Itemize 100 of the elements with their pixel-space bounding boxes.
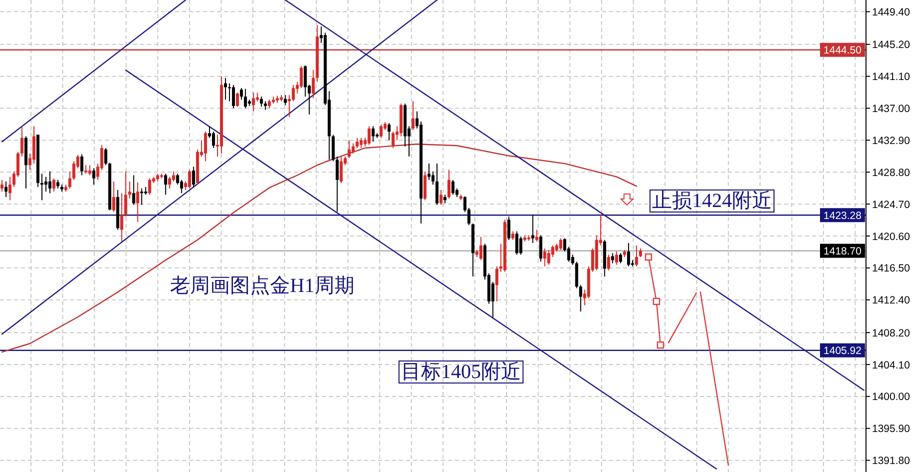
candlestick xyxy=(8,176,12,201)
candlestick xyxy=(80,154,84,176)
candlestick xyxy=(300,66,303,89)
candlestick xyxy=(432,170,434,186)
candlestick xyxy=(240,88,243,100)
candlestick xyxy=(368,126,371,146)
candlestick xyxy=(535,229,538,242)
line-series xyxy=(1,143,638,353)
point xyxy=(656,341,664,349)
candlestick xyxy=(304,64,307,98)
candlestick xyxy=(336,156,339,212)
candlestick xyxy=(392,131,395,148)
candlestick xyxy=(120,192,124,242)
candlestick xyxy=(356,137,359,148)
candlestick xyxy=(539,234,542,262)
candlestick xyxy=(88,164,92,176)
y-tick-label: 1408.20 xyxy=(872,327,910,340)
ref-label: 1423.28 xyxy=(820,208,865,222)
candlestick xyxy=(579,284,582,312)
candlestick xyxy=(40,173,44,201)
annotation: 目标1405附近 xyxy=(401,361,521,383)
candlestick xyxy=(236,92,239,108)
candlestick xyxy=(176,173,180,186)
candlestick xyxy=(132,174,136,206)
candlestick xyxy=(388,122,391,141)
ref-line-label: 1423.28 xyxy=(824,210,862,222)
ref-line-label: 1418.70 xyxy=(824,246,862,258)
candlestick xyxy=(428,163,431,180)
candlestick xyxy=(619,252,622,264)
y-tick-label: 1420.60 xyxy=(872,230,910,243)
ref-label: 1405.92 xyxy=(820,343,865,358)
candlestick xyxy=(543,248,546,267)
candlestick xyxy=(515,230,518,256)
candlestick xyxy=(340,156,343,184)
candlestick xyxy=(180,179,184,194)
candlestick xyxy=(312,70,315,99)
y-tick-label: 1391.80 xyxy=(872,455,910,468)
y-tick-label: 1412.40 xyxy=(872,294,910,307)
candlestick xyxy=(52,178,56,192)
candlestick xyxy=(20,126,24,158)
candlestick xyxy=(380,124,383,138)
candlestick xyxy=(559,238,562,251)
candlestick xyxy=(352,142,355,154)
y-tick-label: 1416.50 xyxy=(872,262,910,275)
candlestick xyxy=(192,166,196,188)
candlestick xyxy=(72,160,76,180)
candlestick xyxy=(575,261,578,289)
candlestick xyxy=(635,244,638,267)
candlestick xyxy=(48,170,52,194)
candlestick xyxy=(44,176,48,192)
y-tick-label: 1400.00 xyxy=(872,391,910,404)
candlestick xyxy=(447,169,450,200)
candlestick xyxy=(531,214,534,244)
y-tick-label: 1428.80 xyxy=(872,166,910,179)
candlestick xyxy=(0,179,4,192)
point xyxy=(644,253,652,261)
y-tick-label: 1449.40 xyxy=(872,6,910,18)
candlestick xyxy=(284,94,287,106)
candlestick xyxy=(228,82,231,102)
candlestick xyxy=(260,96,263,108)
candlestick xyxy=(148,178,152,196)
candlestick xyxy=(332,134,335,162)
candlestick xyxy=(112,180,116,212)
candlestick xyxy=(164,173,168,196)
candlestick xyxy=(32,126,36,164)
candlestick xyxy=(372,126,375,142)
y-tick-label: 1395.90 xyxy=(872,423,910,436)
point xyxy=(652,298,660,306)
candlestick xyxy=(292,84,295,102)
candlestick xyxy=(204,131,208,162)
annotation: 老周画图点金H1周期 xyxy=(170,275,354,297)
ref-label: 1444.50 xyxy=(820,42,865,57)
annotation: 止损1424附近 xyxy=(652,190,772,212)
candlestick xyxy=(479,236,482,261)
candlestick xyxy=(507,216,510,240)
candlestick xyxy=(212,131,216,148)
candlestick xyxy=(360,137,363,148)
y-tick-label: 1445.20 xyxy=(872,39,910,52)
y-tick-label: 1424.70 xyxy=(872,198,910,211)
candlestick xyxy=(348,140,351,159)
candlestick xyxy=(172,170,176,182)
candlestick xyxy=(615,251,618,266)
candlestick xyxy=(232,84,235,109)
candlestick xyxy=(439,190,442,206)
candlestick xyxy=(547,250,550,266)
candlestick xyxy=(451,179,454,196)
candlestick xyxy=(128,180,132,200)
candlestick xyxy=(627,242,630,267)
candlestick xyxy=(4,180,8,198)
candlestick xyxy=(607,254,610,271)
candlestick xyxy=(68,170,72,189)
y-tick-label: 1432.90 xyxy=(872,135,910,147)
candlestick xyxy=(92,168,96,186)
candlestick xyxy=(124,170,128,218)
candlestick xyxy=(188,169,192,189)
candlestick xyxy=(495,266,498,302)
candlestick xyxy=(136,182,140,222)
candlestick xyxy=(244,88,247,109)
candlestick xyxy=(412,100,415,131)
ref-line-label: 1405.92 xyxy=(824,345,862,358)
